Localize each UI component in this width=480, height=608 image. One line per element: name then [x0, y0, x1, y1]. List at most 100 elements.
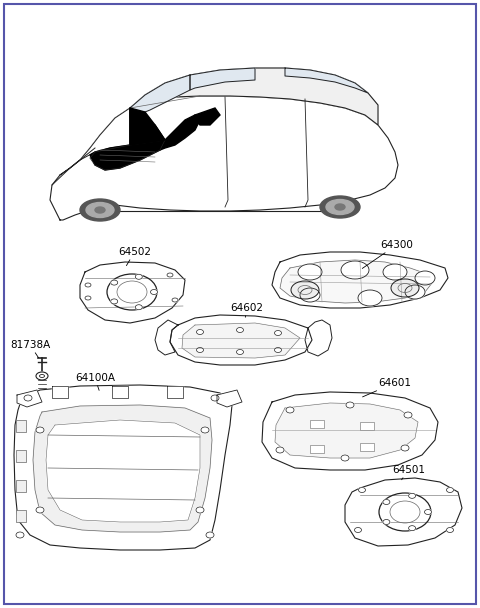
- Ellipse shape: [424, 510, 432, 514]
- Ellipse shape: [379, 493, 431, 531]
- Polygon shape: [217, 390, 242, 407]
- Ellipse shape: [135, 305, 142, 309]
- Ellipse shape: [291, 281, 319, 299]
- Text: 64601: 64601: [362, 378, 411, 397]
- Ellipse shape: [85, 296, 91, 300]
- Ellipse shape: [320, 196, 360, 218]
- Ellipse shape: [401, 445, 409, 451]
- Text: 64502: 64502: [118, 247, 151, 266]
- Ellipse shape: [237, 328, 243, 333]
- Polygon shape: [272, 252, 448, 308]
- Ellipse shape: [346, 402, 354, 408]
- FancyBboxPatch shape: [310, 445, 324, 453]
- Ellipse shape: [85, 283, 91, 287]
- Ellipse shape: [167, 273, 173, 277]
- Polygon shape: [195, 108, 220, 125]
- Ellipse shape: [275, 331, 281, 336]
- Ellipse shape: [275, 348, 281, 353]
- Ellipse shape: [404, 412, 412, 418]
- Ellipse shape: [359, 488, 365, 492]
- Ellipse shape: [415, 271, 435, 285]
- Polygon shape: [46, 420, 200, 522]
- Polygon shape: [305, 320, 332, 356]
- Polygon shape: [262, 392, 438, 470]
- Ellipse shape: [151, 289, 157, 294]
- Ellipse shape: [201, 427, 209, 433]
- Polygon shape: [160, 115, 200, 150]
- Polygon shape: [90, 140, 165, 170]
- FancyBboxPatch shape: [16, 480, 26, 492]
- Polygon shape: [90, 108, 165, 170]
- Ellipse shape: [335, 204, 345, 210]
- Ellipse shape: [196, 507, 204, 513]
- Polygon shape: [60, 108, 130, 175]
- Ellipse shape: [358, 290, 382, 306]
- FancyBboxPatch shape: [360, 422, 374, 430]
- Ellipse shape: [211, 395, 219, 401]
- Ellipse shape: [36, 372, 48, 380]
- Polygon shape: [285, 68, 368, 93]
- Ellipse shape: [135, 274, 142, 279]
- Ellipse shape: [355, 528, 361, 533]
- Polygon shape: [275, 403, 418, 458]
- Ellipse shape: [286, 407, 294, 413]
- Polygon shape: [182, 323, 300, 358]
- Text: 64300: 64300: [362, 240, 413, 268]
- Ellipse shape: [196, 330, 204, 334]
- Polygon shape: [130, 68, 378, 125]
- FancyBboxPatch shape: [310, 420, 324, 428]
- Polygon shape: [52, 386, 68, 398]
- Ellipse shape: [206, 532, 214, 538]
- Ellipse shape: [24, 395, 32, 401]
- Ellipse shape: [446, 528, 454, 533]
- FancyBboxPatch shape: [16, 450, 26, 462]
- Polygon shape: [112, 386, 128, 398]
- Polygon shape: [170, 315, 312, 365]
- Ellipse shape: [107, 274, 157, 310]
- Polygon shape: [345, 478, 462, 546]
- Ellipse shape: [276, 447, 284, 453]
- Polygon shape: [14, 385, 232, 550]
- Polygon shape: [50, 96, 398, 220]
- Ellipse shape: [300, 288, 320, 302]
- Ellipse shape: [298, 264, 322, 280]
- Ellipse shape: [341, 455, 349, 461]
- Polygon shape: [130, 108, 165, 145]
- Ellipse shape: [408, 493, 416, 499]
- Ellipse shape: [95, 207, 105, 213]
- Polygon shape: [130, 75, 190, 118]
- Ellipse shape: [326, 199, 354, 215]
- Ellipse shape: [383, 264, 407, 280]
- Ellipse shape: [341, 261, 369, 279]
- Text: 64602: 64602: [230, 303, 263, 317]
- Ellipse shape: [36, 427, 44, 433]
- Ellipse shape: [237, 350, 243, 354]
- Text: 64100A: 64100A: [75, 373, 115, 390]
- Polygon shape: [33, 405, 212, 532]
- FancyBboxPatch shape: [360, 443, 374, 451]
- FancyBboxPatch shape: [16, 420, 26, 432]
- Ellipse shape: [405, 285, 425, 299]
- Ellipse shape: [391, 279, 419, 297]
- Ellipse shape: [111, 299, 118, 304]
- Ellipse shape: [446, 488, 454, 492]
- Polygon shape: [190, 68, 255, 90]
- Ellipse shape: [172, 298, 178, 302]
- Polygon shape: [155, 320, 178, 355]
- Ellipse shape: [383, 500, 390, 505]
- Ellipse shape: [383, 519, 390, 525]
- Ellipse shape: [36, 507, 44, 513]
- Ellipse shape: [80, 199, 120, 221]
- FancyBboxPatch shape: [16, 510, 26, 522]
- Polygon shape: [17, 390, 42, 407]
- Ellipse shape: [196, 348, 204, 353]
- Polygon shape: [167, 386, 183, 398]
- Text: 81738A: 81738A: [10, 340, 50, 358]
- Ellipse shape: [16, 532, 24, 538]
- Polygon shape: [280, 260, 432, 303]
- Ellipse shape: [111, 280, 118, 285]
- Ellipse shape: [408, 526, 416, 531]
- Ellipse shape: [86, 202, 114, 218]
- Polygon shape: [80, 262, 185, 323]
- Text: 64501: 64501: [392, 465, 425, 480]
